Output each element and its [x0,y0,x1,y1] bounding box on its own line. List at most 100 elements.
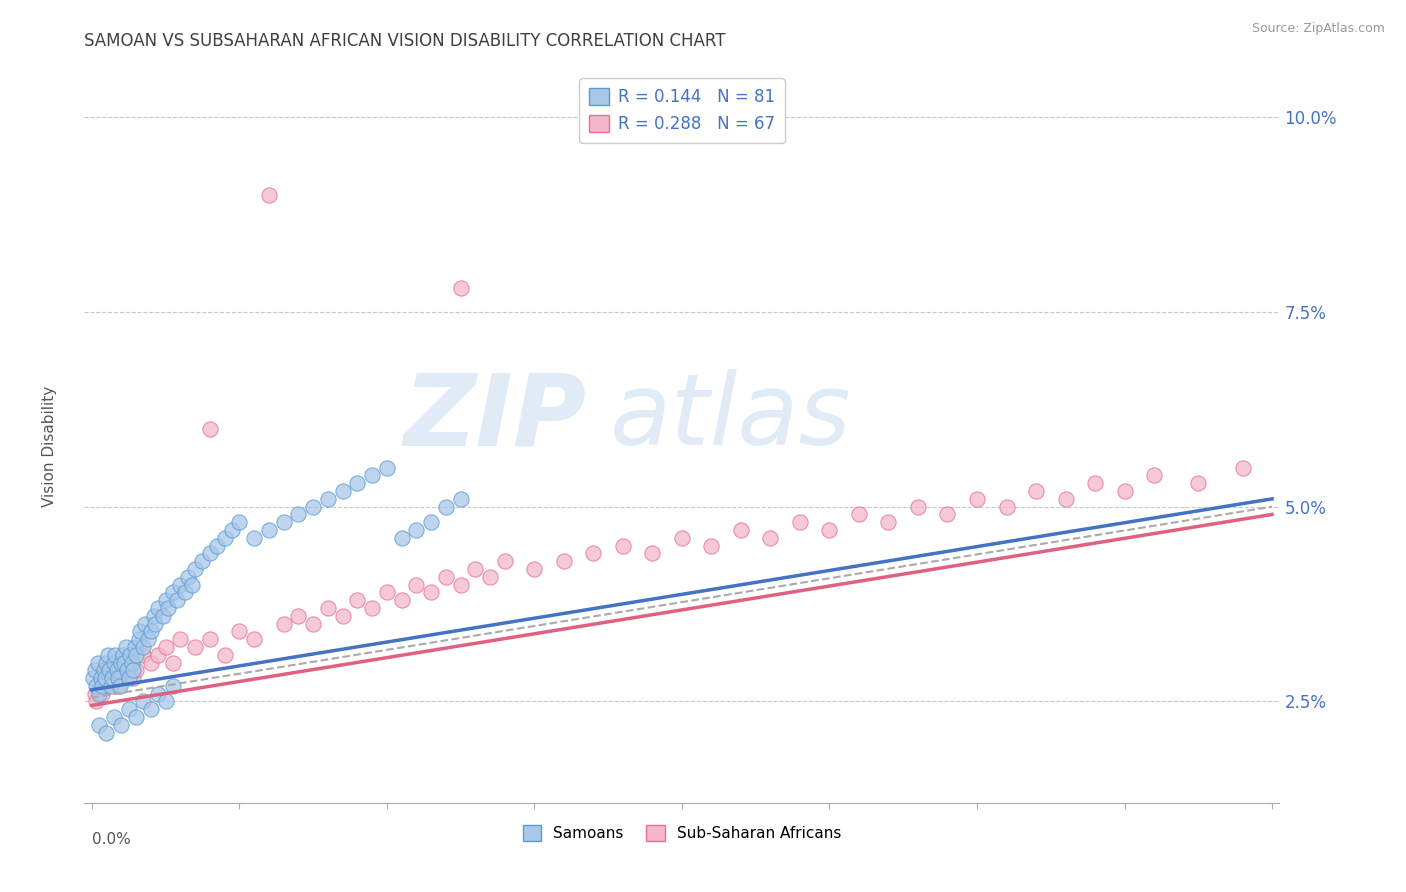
Point [112,656,135,670]
Point [936,508,959,522]
Point [523,562,546,576]
Point [96,656,118,670]
Point [83,687,105,701]
Point [302,616,325,631]
Text: SAMOAN VS SUBSAHARAN AFRICAN VISION DISABILITY CORRELATION CHART: SAMOAN VS SUBSAHARAN AFRICAN VISION DISA… [84,32,725,50]
Point [361,601,384,615]
Point [450,577,472,591]
Point [117,702,139,716]
Point [273,616,295,631]
Point [111,648,134,662]
Point [84,679,107,693]
Point [139,702,162,716]
Point [114,640,136,654]
Point [243,632,266,647]
Point [97,648,120,662]
Point [94,671,117,685]
Point [181,577,204,591]
Point [96,725,118,739]
Point [612,539,634,553]
Point [818,523,841,537]
Point [117,671,139,685]
Text: Vision Disability: Vision Disability [42,385,56,507]
Point [205,539,228,553]
Point [1084,476,1107,491]
Point [86,656,108,670]
Point [121,656,143,670]
Point [877,515,900,529]
Text: 0.0%: 0.0% [91,832,131,847]
Point [221,523,243,537]
Point [125,663,148,677]
Point [346,593,368,607]
Point [146,687,169,701]
Point [375,585,398,599]
Point [134,616,156,631]
Point [995,500,1018,514]
Point [214,531,236,545]
Point [1114,484,1136,499]
Point [100,679,122,693]
Point [966,491,988,506]
Point [302,500,325,514]
Point [464,562,486,576]
Point [162,585,184,599]
Point [108,679,131,693]
Point [91,679,114,693]
Point [162,679,184,693]
Point [1187,476,1209,491]
Point [332,608,354,623]
Point [115,663,138,677]
Point [759,531,782,545]
Point [184,562,207,576]
Point [700,539,723,553]
Point [243,531,266,545]
Point [287,608,309,623]
Point [104,648,127,662]
Point [198,632,221,647]
Point [287,508,309,522]
Point [122,671,145,685]
Point [191,554,214,568]
Point [87,679,110,693]
Point [405,577,427,591]
Point [494,554,516,568]
Point [101,671,124,685]
Point [169,632,191,647]
Point [90,671,112,685]
Point [124,640,146,654]
Point [96,679,118,693]
Point [361,468,384,483]
Point [84,694,107,708]
Point [1143,468,1166,483]
Text: Source: ZipAtlas.com: Source: ZipAtlas.com [1251,22,1385,36]
Point [176,570,198,584]
Point [214,648,236,662]
Point [1054,491,1077,506]
Point [391,593,413,607]
Point [316,601,339,615]
Point [132,648,155,662]
Point [129,624,152,639]
Point [136,632,159,647]
Legend: Samoans, Sub-Saharan Africans: Samoans, Sub-Saharan Africans [516,819,848,847]
Point [173,585,195,599]
Point [273,515,295,529]
Point [128,632,150,647]
Point [103,710,125,724]
Point [1232,460,1254,475]
Point [82,671,104,685]
Point [391,531,413,545]
Point [132,694,155,708]
Point [420,585,443,599]
Point [332,484,354,499]
Point [420,515,443,529]
Point [450,491,472,506]
Point [139,624,162,639]
Point [105,663,128,677]
Point [1025,484,1047,499]
Point [152,608,174,623]
Point [166,593,188,607]
Point [434,500,457,514]
Point [87,687,110,701]
